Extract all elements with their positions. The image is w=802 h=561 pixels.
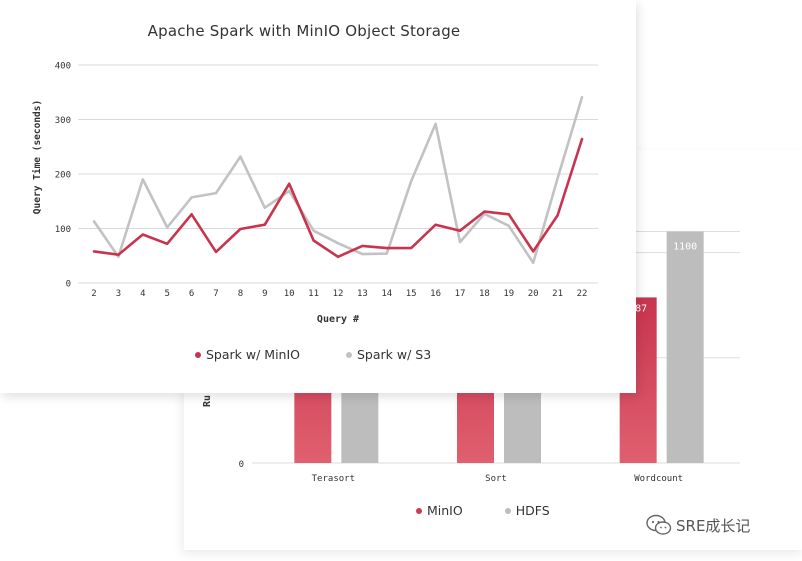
bar-category-label: Wordcount [634, 474, 683, 484]
line-x-tick-label: 12 [333, 289, 344, 299]
line-x-tick-label: 20 [528, 289, 539, 299]
bar-category-label: Sort [485, 474, 507, 484]
line-y-tick-label: 100 [55, 225, 71, 235]
line-x-tick-label: 11 [308, 289, 319, 299]
bar-hdfs-data-label: 1100 [673, 242, 697, 253]
line-x-tick-label: 4 [140, 289, 145, 299]
line-chart-title: Apache Spark with MinIO Object Storage [147, 22, 461, 40]
line-y-tick-label: 300 [55, 116, 71, 126]
line-x-tick-label: 14 [381, 289, 392, 299]
line-y-tick-label: 0 [66, 280, 71, 290]
line-legend: Spark w/ MinIO Spark w/ S3 [195, 347, 431, 362]
line-y-tick-label: 200 [55, 171, 71, 181]
line-x-tick-label: 6 [189, 289, 194, 299]
series-line-spark-s3 [92, 95, 584, 265]
line-x-tick-label: 5 [164, 289, 169, 299]
line-x-tick-label: 3 [116, 289, 121, 299]
line-x-axis-label: Query # [317, 314, 359, 325]
line-chart-card: Apache Spark with MinIO Object Storage 0… [32, 22, 598, 362]
line-x-tick-label: 10 [284, 289, 295, 299]
legend-spark-minio-marker [195, 351, 201, 358]
watermark: SRE成长记 [646, 514, 750, 536]
line-y-axis-label: Query Time (seconds) [32, 100, 43, 214]
bar-y-tick-label: 0 [239, 460, 244, 470]
line-x-tick-label: 21 [552, 289, 563, 299]
line-x-tick-label: 19 [503, 289, 514, 299]
line-x-tick-label: 17 [455, 289, 466, 299]
line-chart: 0 100 200 300 400 2 3 4 5 6 7 8 9 10 11 12 13 14 15 16 17 18 1… [32, 62, 598, 325]
line-x-tick-label: 9 [262, 289, 267, 299]
line-x-tick-label: 7 [213, 289, 218, 299]
line-y-tick-label: 400 [55, 62, 71, 72]
line-x-tick-label: 15 [406, 289, 417, 299]
legend-minio-marker [416, 507, 422, 514]
wechat-icon [646, 514, 672, 535]
line-x-tick-label: 13 [357, 289, 368, 299]
legend-minio-label: MinIO [427, 503, 463, 518]
line-x-tick-label: 8 [238, 289, 243, 299]
bar-legend: MinIO HDFS [416, 503, 550, 518]
legend-spark-s3-marker [346, 351, 352, 358]
legend-spark-minio-label: Spark w/ MinIO [206, 347, 300, 362]
bar-hdfs [666, 231, 704, 463]
bar-minio-data-label: 787 [629, 303, 647, 314]
legend-hdfs-label: HDFS [515, 503, 550, 518]
watermark-text: SRE成长记 [676, 516, 751, 535]
line-x-tick-label: 16 [430, 289, 441, 299]
line-x-tick-label: 18 [479, 289, 490, 299]
series-line-spark-minio [92, 137, 584, 259]
bar-y-axis-label: Ru [202, 395, 213, 407]
legend-spark-s3-label: Spark w/ S3 [357, 347, 432, 362]
line-x-tick-label: 2 [91, 289, 96, 299]
bar-category-label: Terasort [312, 474, 355, 484]
line-x-tick-label: 22 [577, 289, 588, 299]
legend-hdfs-marker [504, 507, 511, 514]
